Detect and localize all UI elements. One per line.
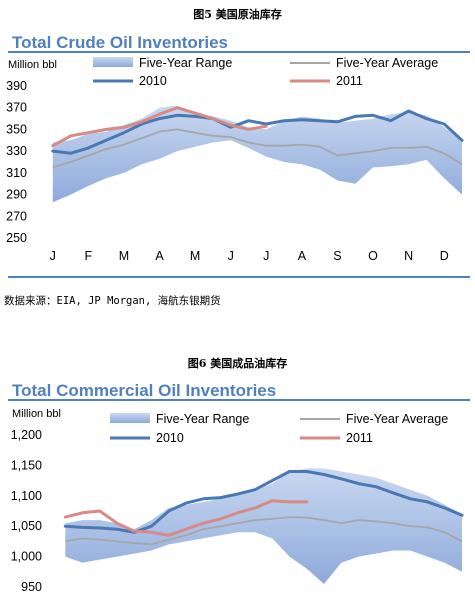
series-2010-line	[51, 109, 464, 155]
x-tick-label: J	[50, 249, 56, 263]
legend-label-range: Five-Year Range	[139, 56, 232, 70]
plot-area	[63, 468, 464, 584]
chart-legend: Five-Year Range Five-Year Average 2010 2011	[93, 56, 438, 88]
commercial-oil-inventories-chart: Total Commercial Oil Inventories Million …	[0, 375, 475, 592]
series-2011-line	[51, 106, 268, 148]
legend-label-2010: 2010	[139, 74, 167, 88]
five-year-average-line	[52, 128, 463, 169]
five-year-range-band	[65, 468, 463, 584]
x-tick-label: M	[190, 249, 200, 263]
legend-label-2010: 2010	[156, 431, 184, 445]
x-tick-label: D	[440, 249, 449, 263]
y-tick-label: 370	[6, 101, 27, 115]
legend-label-2011: 2011	[346, 431, 373, 445]
chart-svg: Total Commercial Oil Inventories Million …	[8, 381, 470, 592]
y-tick-label: 390	[6, 79, 27, 93]
y-axis-unit: Million bbl	[8, 59, 57, 71]
legend-label-range: Five-Year Range	[156, 412, 249, 426]
chart-legend: Five-Year Range Five-Year Average 2010 2011	[110, 412, 448, 445]
legend-label-average: Five-Year Average	[346, 412, 448, 426]
x-tick-label: S	[333, 249, 341, 263]
x-tick-label: N	[404, 249, 413, 263]
series-2010-line	[63, 470, 464, 534]
y-tick-label: 1,150	[11, 458, 42, 472]
x-tick-label: F	[85, 249, 93, 263]
y-tick-label: 270	[6, 209, 27, 223]
x-tick-label: A	[155, 249, 164, 263]
figure-5-caption: 图5 美国原油库存	[193, 8, 282, 21]
y-tick-label: 1,000	[11, 550, 42, 564]
y-tick-label: 950	[21, 580, 42, 592]
crude-oil-inventories-chart: Total Crude Oil Inventories Million bbl Fi…	[0, 28, 475, 288]
y-tick-label: 1,200	[11, 428, 42, 442]
legend-swatch-range	[110, 413, 150, 423]
y-tick-label: 350	[6, 122, 27, 136]
y-tick-label: 290	[6, 188, 27, 202]
x-tick-label: J	[263, 249, 269, 263]
legend-swatch-range	[93, 57, 133, 67]
data-source-note: 数据来源：EIA, JP Morgan, 海航东银期货	[4, 295, 221, 307]
chart-title: Total Crude Oil Inventories	[12, 33, 228, 52]
y-axis-unit: Million bbl	[12, 408, 61, 420]
x-tick-label: O	[368, 249, 378, 263]
x-tick-label: A	[298, 249, 307, 263]
y-tick-label: 1,050	[11, 519, 42, 533]
x-tick-label: M	[119, 249, 129, 263]
series-2011-line	[63, 499, 309, 537]
five-year-range-band	[52, 105, 463, 203]
legend-label-average: Five-Year Average	[336, 56, 438, 70]
chart-svg: Total Crude Oil Inventories Million bbl Fi…	[6, 33, 470, 278]
plot-area	[51, 105, 464, 203]
chart-title: Total Commercial Oil Inventories	[12, 381, 276, 400]
legend-label-2011: 2011	[336, 74, 363, 88]
y-tick-label: 330	[6, 144, 27, 158]
y-tick-label: 310	[6, 166, 27, 180]
figure-6-caption: 图6 美国成品油库存	[187, 357, 288, 370]
y-tick-label: 250	[6, 231, 27, 245]
y-tick-label: 1,100	[11, 489, 42, 503]
x-tick-label: J	[228, 249, 234, 263]
five-year-average-line	[65, 516, 463, 546]
